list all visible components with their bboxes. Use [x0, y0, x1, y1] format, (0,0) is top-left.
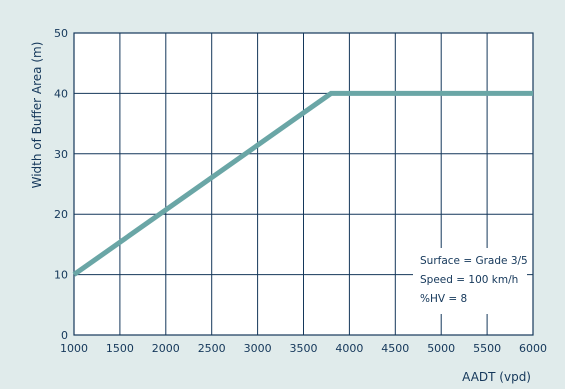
y-tick-label: 30 — [54, 148, 68, 161]
y-tick-label: 10 — [54, 269, 68, 282]
y-tick-label: 40 — [54, 87, 68, 100]
y-axis-title: Width of Buffer Area (m) — [30, 42, 44, 189]
x-axis-title: AADT (vpd) — [462, 370, 531, 384]
y-tick-labels: 0 10 20 30 40 50 — [54, 27, 68, 342]
x-tick-label: 1000 — [60, 342, 88, 355]
annotation-line: %HV = 8 — [420, 293, 467, 305]
y-tick-label: 20 — [54, 208, 68, 221]
x-tick-labels: 1000 1500 2000 2500 3000 3500 4000 4500 5000 5500… — [60, 342, 547, 355]
x-tick-label: 4500 — [381, 342, 409, 355]
x-tick-label: 6000 — [519, 342, 547, 355]
annotation-box — [413, 248, 527, 314]
x-tick-label: 3500 — [290, 342, 318, 355]
x-tick-label: 5000 — [427, 342, 455, 355]
annotation-line: Surface = Grade 3/5 — [420, 255, 528, 267]
x-tick-label: 2000 — [152, 342, 180, 355]
x-tick-label: 3000 — [244, 342, 272, 355]
plot-frame — [73, 32, 534, 336]
series-layer — [72, 90, 533, 277]
y-tick-label: 50 — [54, 27, 68, 40]
x-tick-label: 1500 — [106, 342, 134, 355]
series-line — [72, 90, 533, 277]
annotation-line: Speed = 100 km/h — [420, 274, 518, 286]
x-tick-label: 5500 — [473, 342, 501, 355]
x-tick-label: 4000 — [335, 342, 363, 355]
annotation-text: Surface = Grade 3/5 Speed = 100 km/h %HV =… — [420, 255, 528, 305]
grid-lines — [73, 32, 534, 336]
x-tick-label: 2500 — [198, 342, 226, 355]
y-tick-label: 0 — [61, 329, 68, 342]
